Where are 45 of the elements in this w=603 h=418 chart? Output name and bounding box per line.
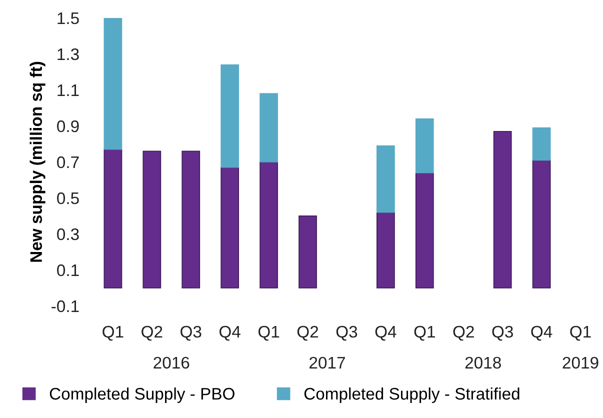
x-tick-label: Q2 [142, 326, 162, 341]
y-tick-label: 0.1 [57, 264, 79, 276]
text: 2017 [310, 356, 345, 369]
x-tick-label: Q1 [414, 326, 435, 341]
legend-label: Completed Supply - Stratified [304, 387, 520, 403]
bar [415, 172, 434, 288]
bar [298, 216, 317, 288]
x-tick-label: Q1 [258, 326, 280, 341]
bar [493, 130, 512, 288]
x-tick-label: Q3 [336, 326, 358, 341]
bar [220, 64, 240, 168]
bar [532, 127, 551, 161]
text: 2019 [562, 356, 598, 369]
y-tick-label: 1.1 [58, 84, 79, 96]
y-tick-label: 1.5 [58, 12, 79, 24]
x-tick-label: Q4 [531, 326, 552, 341]
bar [220, 166, 240, 288]
y-tick-label: 0.7 [57, 156, 79, 168]
x-tick-label: Q4 [220, 326, 240, 341]
bar [376, 212, 395, 288]
x-tick-label: Q2 [297, 326, 318, 341]
bar [532, 160, 551, 288]
bar [260, 93, 278, 162]
x-tick-label: Q2 [453, 326, 474, 341]
x-tick-label: Q1 [102, 326, 124, 341]
bar [415, 118, 434, 174]
x-tick-label: Q3 [180, 326, 202, 341]
bar [104, 18, 122, 150]
x-tick-label: Q3 [492, 326, 513, 341]
bar [182, 150, 200, 288]
text: 2016 [154, 356, 190, 369]
y-tick-label: 0.3 [57, 228, 79, 240]
x-tick-label: Q4 [375, 326, 396, 341]
bar [104, 148, 122, 288]
y-tick-label: 1.3 [58, 48, 79, 60]
y-tick-label: 0.9 [57, 120, 79, 132]
text: 2018 [465, 356, 501, 369]
y-axis-title: New supply (million sq ft) [30, 62, 46, 262]
legend-label: Completed Supply - PBO [50, 387, 234, 403]
y-tick-label: 0.5 [57, 192, 79, 204]
y-tick-label: -0.1 [52, 300, 79, 312]
bar [376, 145, 395, 213]
bar [260, 162, 278, 288]
x-tick-label: Q1 [570, 326, 591, 341]
bar [142, 150, 162, 288]
